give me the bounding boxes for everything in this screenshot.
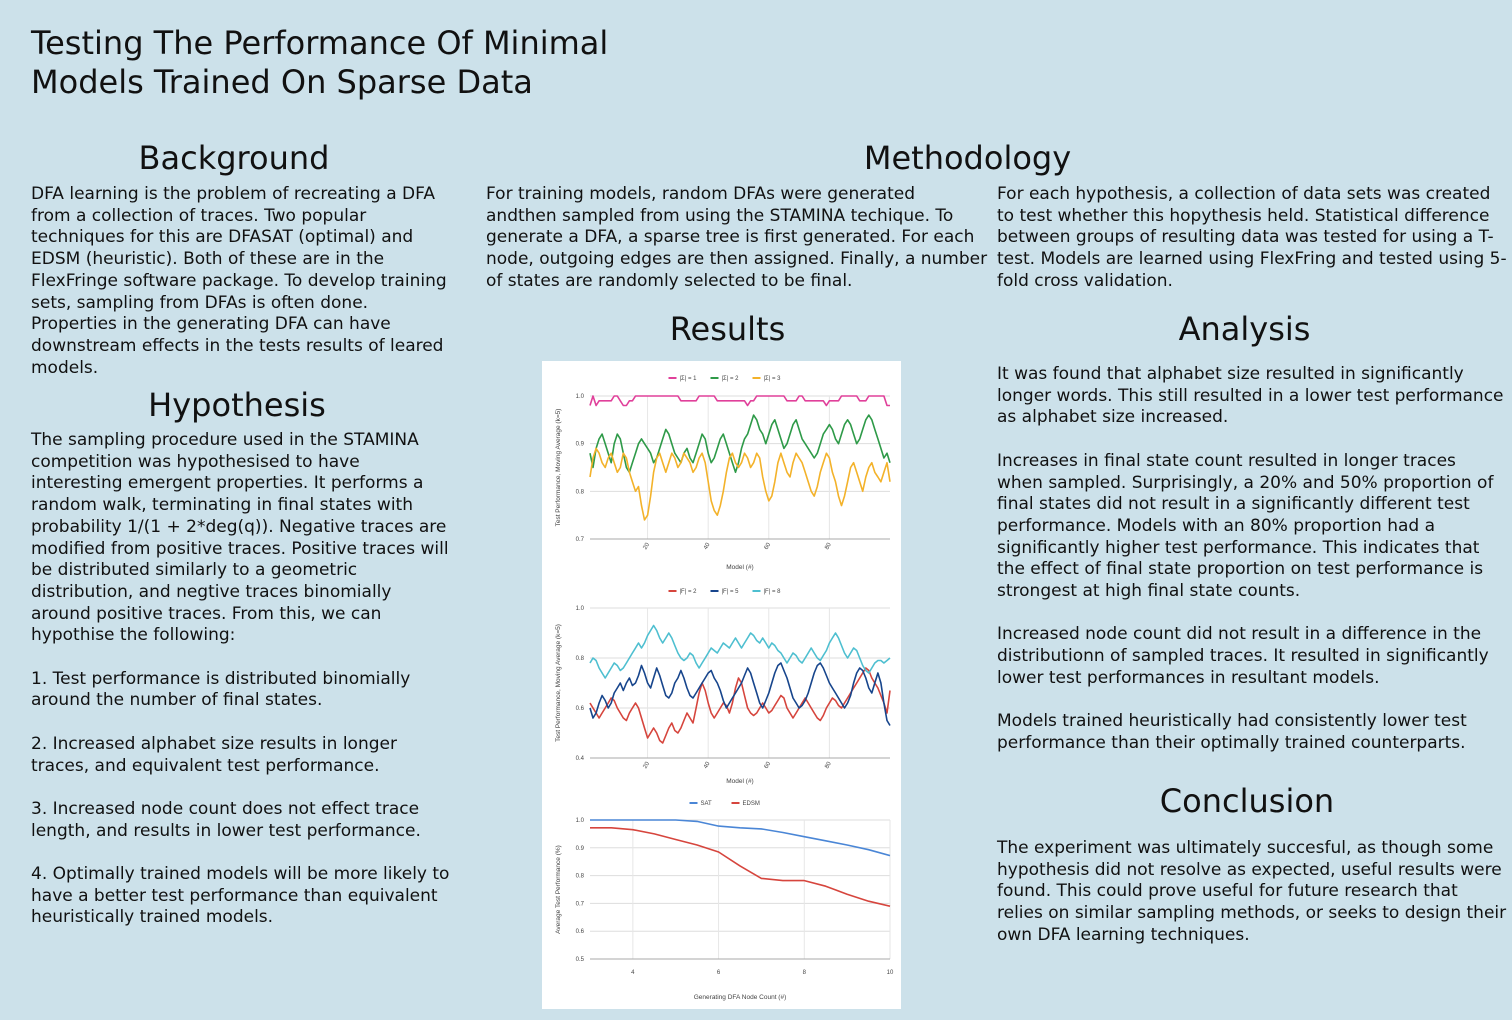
series-line xyxy=(589,667,891,744)
x-axis-label: Model (#) xyxy=(726,564,753,571)
methodology-text-left: For training models, random DFAs were ge… xyxy=(486,184,988,291)
y-tick-label: 0.8 xyxy=(576,874,585,880)
series-line xyxy=(589,395,890,407)
conclusion-text: The experiment was ultimately succesful,… xyxy=(997,838,1507,945)
y-axis-label: Average Test Performance (%) xyxy=(555,845,562,934)
series-line xyxy=(589,624,891,679)
y-tick-label: 0.5 xyxy=(576,957,585,963)
methodology-heading: Methodology xyxy=(863,139,1072,177)
series-line xyxy=(589,662,891,726)
y-tick-label: 1.0 xyxy=(576,394,585,400)
x-tick-label: 10 xyxy=(887,970,894,976)
x-tick-label: 8 xyxy=(803,970,807,976)
y-tick-label: 0.6 xyxy=(576,929,585,935)
x-tick-label: 20 xyxy=(642,761,651,770)
series-line xyxy=(589,447,891,521)
hypothesis-heading: Hypothesis xyxy=(148,386,326,424)
x-tick-label: 40 xyxy=(703,761,712,770)
conclusion-heading: Conclusion xyxy=(1159,782,1335,820)
x-tick-label: 20 xyxy=(642,542,651,551)
methodology-text-right: For each hypothesis, a collection of dat… xyxy=(997,184,1507,291)
y-tick-label: 0.7 xyxy=(576,537,585,543)
series-line xyxy=(590,826,891,907)
y-tick-label: 0.7 xyxy=(576,901,585,907)
background-text: DFA learning is the problem of recreatin… xyxy=(31,184,447,378)
x-tick-label: 60 xyxy=(764,542,773,551)
legend-label: |Σ| = 3 xyxy=(764,376,782,382)
hypothesis-text: The sampling procedure used in the STAMI… xyxy=(31,430,450,928)
x-tick-label: 6 xyxy=(717,970,721,976)
analysis-heading: Analysis xyxy=(1178,310,1311,348)
background-heading: Background xyxy=(138,139,330,177)
legend-label: EDSM xyxy=(743,801,760,807)
legend-label: |F| = 2 xyxy=(680,589,698,595)
alphabet-size-chart: 0.7 0.8 0.9 1.0 20 40 60 80 Model (#) Test Perfor… xyxy=(555,376,891,571)
node-count-chart: 0.5 0.6 0.7 0.8 0.9 1.0 4 6 8 10 Generating DFA No… xyxy=(555,801,894,1001)
x-axis-label: Generating DFA Node Count (#) xyxy=(694,994,787,1001)
y-tick-label: 0.8 xyxy=(576,489,585,495)
legend-label: |F| = 8 xyxy=(764,589,782,595)
series-line xyxy=(590,819,891,857)
x-tick-label: 80 xyxy=(824,542,833,551)
x-tick-label: 60 xyxy=(764,761,773,770)
y-axis-label: Test Performance, Moving Average (k=5) xyxy=(555,409,562,527)
y-axis-label: Test Performance, Moving Average (k=5) xyxy=(555,624,562,742)
y-tick-label: 0.4 xyxy=(576,756,585,762)
legend-label: SAT xyxy=(701,801,713,807)
legend-label: |Σ| = 2 xyxy=(722,376,740,382)
y-tick-label: 0.8 xyxy=(576,656,585,662)
results-figure: 0.7 0.8 0.9 1.0 20 40 60 80 Model (#) Test Perfor… xyxy=(542,361,901,1009)
x-tick-label: 40 xyxy=(703,542,712,551)
y-tick-label: 0.9 xyxy=(576,846,585,852)
legend-label: |Σ| = 1 xyxy=(680,376,698,382)
final-states-chart: 0.4 0.6 0.8 1.0 20 40 60 80 Model (#) Test Perfor… xyxy=(555,589,891,785)
x-tick-label: 4 xyxy=(631,970,635,976)
x-axis-label: Model (#) xyxy=(726,778,753,785)
y-tick-label: 1.0 xyxy=(576,818,585,824)
series-line xyxy=(589,414,891,474)
y-tick-label: 1.0 xyxy=(576,606,585,612)
y-tick-label: 0.9 xyxy=(576,442,585,448)
analysis-text: It was found that alphabet size resulted… xyxy=(997,364,1504,753)
x-tick-label: 80 xyxy=(824,761,833,770)
results-heading: Results xyxy=(669,310,786,348)
y-tick-label: 0.6 xyxy=(576,706,585,712)
poster-title: Testing The Performance Of Minimal Model… xyxy=(31,24,609,101)
legend-label: |F| = 5 xyxy=(722,589,740,595)
